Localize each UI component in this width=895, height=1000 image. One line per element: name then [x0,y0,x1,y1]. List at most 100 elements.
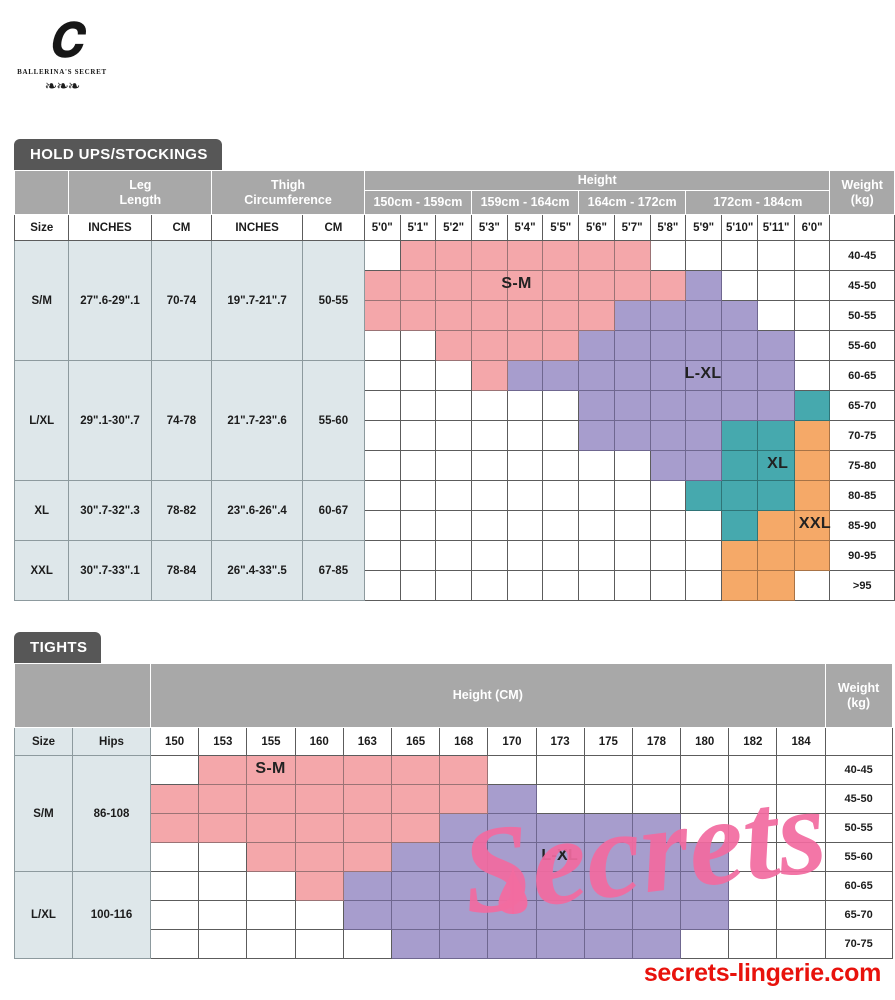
tights-cell-r6-c1-empty [149,900,200,930]
tights-cell-r2-c5-pink [342,784,392,814]
holdups-cell-r2-c9-pink [649,270,687,301]
holdups-cell-r8-c4-empty [470,450,508,481]
holdups-cell-r12-c8-empty [613,570,651,601]
tights-height-tick-173: 173 [535,727,585,756]
table-row: 65-70 [15,390,895,421]
holdups-cell-r6-c2-empty [399,390,437,421]
subheader-1: INCHES [68,214,152,241]
holdups-thigh_cm-L-XL: 55-60 [301,360,365,481]
holdups-weight-85-90: 85-90 [829,510,895,541]
holdups-weight-55-60: 55-60 [829,330,895,361]
tights-cell-r3-c7-purple [439,813,489,843]
height-tick-50: 5'0" [363,214,401,241]
brand-monogram-icon: 𝐂 [48,15,81,66]
holdups-size-XL: XL [13,480,70,541]
holdups-cell-r7-c9-purple [649,420,687,451]
holdups-cell-r9-c1-empty [363,480,401,511]
holdups-cell-r9-c4-empty [470,480,508,511]
tights-cell-r6-c5-purple [342,900,392,930]
tights-cell-r2-c7-pink [439,784,489,814]
holdups-cell-r3-c2-pink [399,300,437,331]
holdups-weight-90-95: 90-95 [829,540,895,571]
holdups-cell-r7-c7-purple [578,420,615,451]
tights-cell-r7-c3-empty [246,929,296,959]
holdups-cell-r8-c1-empty [363,450,401,481]
holdups-cell-r6-c13-teal [793,390,831,421]
holdups-cell-r3-c13-empty [793,300,831,331]
holdups-cell-r5-c1-empty [363,360,401,391]
holdups-cell-r2-c5-pink [506,270,544,301]
tights-weight-70-75: 70-75 [824,929,893,959]
tights-cell-r7-c13-empty [728,929,778,959]
holdups-cell-r10-c1-empty [363,510,401,541]
subheader-3: INCHES [211,214,303,241]
brand-name: BALLERINA'S SECRET [17,68,107,76]
table-row: L/XL 100-116 60-65 [14,871,893,959]
holdups-cell-r1-c13-empty [793,240,831,271]
height-tick-511: 5'11" [757,214,795,241]
holdups-cell-r8-c5-empty [506,450,544,481]
tights-cell-r2-c6-pink [390,784,441,814]
tights-cell-r5-c13-empty [728,871,778,901]
tights-height-tick-150: 150 [149,727,200,756]
holdups-cell-r2-c8-pink [613,270,651,301]
tights-cell-r4-c12-purple [680,842,730,872]
holdups-cell-r2-c12-empty [757,270,795,301]
table-row: 70-75 [15,929,893,959]
tights-cell-r4-c11-purple [631,842,682,872]
holdups-cell-r11-c10-empty [685,540,722,571]
holdups-section: HOLD UPS/STOCKINGS Leg Length Thigh Circumf… [13,139,895,601]
tights-cell-r2-c2-pink [198,784,248,814]
holdups-cell-r11-c5-empty [506,540,544,571]
holdups-cell-r5-c6-purple [542,360,580,391]
holdups-weight-65-70: 65-70 [829,390,895,421]
holdups-cell-r2-c11-empty [720,270,759,301]
tights-cell-r3-c9-purple [535,813,585,843]
header-thigh-circumference: Thigh Circumference [211,170,365,215]
height-tick-52: 5'2" [435,214,472,241]
holdups-cell-r12-c11-orange [720,570,759,601]
tights-cell-r2-c8-purple [487,784,537,814]
holdups-cell-r11-c4-empty [470,540,508,571]
holdups-cell-r8-c10-purple [685,450,722,481]
holdups-cell-r4-c6-pink [542,330,580,361]
holdups-cell-r3-c6-pink [542,300,580,331]
holdups-weight-70-75: 70-75 [829,420,895,451]
table-row: 50-55 [15,813,893,843]
tights-cell-r6-c13-empty [728,900,778,930]
holdups-weight-50-55: 50-55 [829,300,895,331]
holdups-cell-r2-c4-pink [470,270,508,301]
holdups-cell-r4-c1-empty [363,330,401,361]
holdups-cell-r5-c9-purple [649,360,687,391]
tights-cell-r4-c10-purple [583,842,633,872]
holdups-thigh_cm-XXL: 67-85 [301,540,365,601]
holdups-cell-r3-c9-purple [649,300,687,331]
tights-cell-r4-c4-pink [294,842,344,872]
tights-cell-r1-c10-empty [583,755,633,785]
tights-cell-r3-c13-empty [728,813,778,843]
table-row: 65-70 [15,900,893,930]
tights-weight-subheader-blank [824,727,893,756]
tights-cell-r5-c1-empty [149,871,200,901]
holdups-cell-r6-c11-purple [720,390,759,421]
holdups-cell-r4-c3-pink [435,330,472,361]
tights-cell-r7-c2-empty [198,929,248,959]
tights-cell-r3-c6-pink [390,813,441,843]
height-tick-55: 5'5" [542,214,580,241]
tights-cell-r1-c8-empty [487,755,537,785]
holdups-leg_cm-XXL: 78-84 [150,540,213,601]
height-band-1: 150cm - 159cm [363,190,472,215]
holdups-cell-r12-c12-orange [757,570,795,601]
holdups-cell-r6-c8-purple [613,390,651,421]
tights-subheader-size: Size [14,727,73,756]
tights-cell-r4-c5-pink [342,842,392,872]
subheader-2: CM [150,214,213,241]
header-leg-length: Leg Length [68,170,213,215]
table-row: L/XL 29".1-30".7 74-78 21".7-23".6 55-60 60-6… [13,360,895,481]
tights-height-tick-165: 165 [390,727,441,756]
tights-height-tick-160: 160 [294,727,344,756]
holdups-cell-r3-c12-empty [757,300,795,331]
holdups-thigh_inches-XXL: 26".4-33".5 [211,540,303,601]
holdups-corner-blank [13,170,70,215]
holdups-cell-r6-c7-purple [578,390,615,421]
